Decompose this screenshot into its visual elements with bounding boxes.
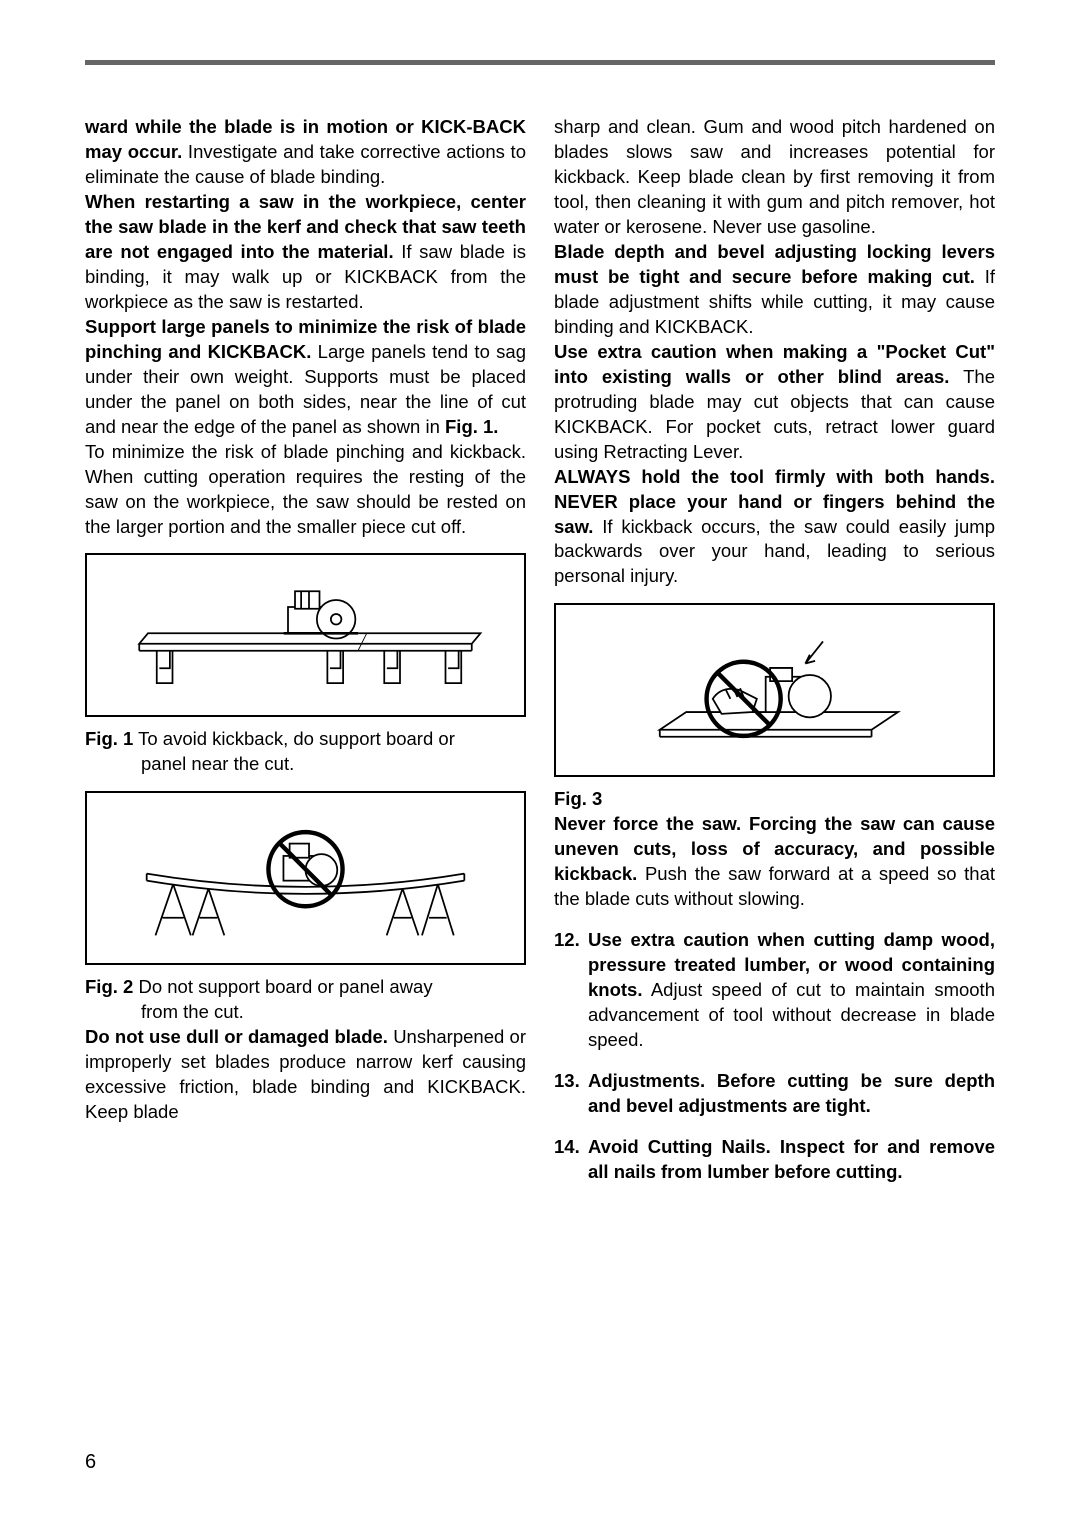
list-body: Use extra caution when cutting damp wood… — [588, 928, 995, 1053]
figure-1-svg — [97, 565, 514, 705]
list-body: Adjustments. Before cutting be sure dept… — [588, 1069, 995, 1119]
body-text: Adjust speed of cut to maintain smooth a… — [588, 979, 995, 1050]
bold-text: Adjustments. Before cutting be sure dept… — [588, 1070, 995, 1116]
figure-2-box — [85, 791, 526, 965]
figure-2-caption: Fig. 2 Do not support board or panel awa… — [85, 975, 526, 1025]
figure-1-box — [85, 553, 526, 717]
list-number: 12. — [554, 928, 582, 1053]
page-number: 6 — [85, 1451, 96, 1474]
fig-text-2: panel near the cut. — [85, 752, 526, 777]
list-item-14: 14. Avoid Cutting Nails. Inspect for and… — [554, 1135, 995, 1185]
bold-text: Avoid Cutting Nails. Inspect for and rem… — [588, 1136, 995, 1182]
fig-label: Fig. 1 — [85, 728, 133, 749]
list-number: 13. — [554, 1069, 582, 1119]
para-sharp-clean: sharp and clean. Gum and wood pitch hard… — [554, 115, 995, 240]
para-kickback-motion: ward while the blade is in motion or KIC… — [85, 115, 526, 190]
bold-text: Use extra caution when making a "Pocket … — [554, 341, 995, 387]
para-restart-saw: When restarting a saw in the workpiece, … — [85, 190, 526, 315]
figure-3-caption: Fig. 3 — [554, 787, 995, 812]
figure-2-svg — [97, 803, 514, 953]
figure-3-svg — [566, 615, 983, 765]
fig-text: Do not support board or panel away — [133, 976, 432, 997]
top-rule — [85, 60, 995, 65]
para-support-panels: Support large panels to minimize the ris… — [85, 315, 526, 440]
fig-text-2: from the cut. — [85, 1000, 526, 1025]
list-body: Avoid Cutting Nails. Inspect for and rem… — [588, 1135, 995, 1185]
content-columns: ward while the blade is in motion or KIC… — [85, 115, 995, 1185]
fig-text: To avoid kickback, do support board or — [133, 728, 455, 749]
list-item-13: 13. Adjustments. Before cutting be sure … — [554, 1069, 995, 1119]
para-dull-blade: Do not use dull or damaged blade. Unshar… — [85, 1025, 526, 1125]
para-hold-firmly: ALWAYS hold the tool firmly with both ha… — [554, 465, 995, 590]
figure-3-box — [554, 603, 995, 777]
para-pocket-cut: Use extra caution when making a "Pocket … — [554, 340, 995, 465]
list-item-12: 12. Use extra caution when cutting damp … — [554, 928, 995, 1053]
bold-text: Blade depth and bevel adjusting locking … — [554, 241, 995, 287]
right-column: sharp and clean. Gum and wood pitch hard… — [554, 115, 995, 1185]
fig-label: Fig. 2 — [85, 976, 133, 997]
para-blade-depth: Blade depth and bevel adjusting locking … — [554, 240, 995, 340]
figure-1-caption: Fig. 1 To avoid kickback, do support boa… — [85, 727, 526, 777]
fig-label: Fig. 3 — [554, 788, 602, 809]
left-column: ward while the blade is in motion or KIC… — [85, 115, 526, 1185]
body-text: If kickback occurs, the saw could easily… — [554, 516, 995, 587]
bold-text: Do not use dull or damaged blade. — [85, 1026, 388, 1047]
para-minimize-risk: To minimize the risk of blade pinching a… — [85, 440, 526, 540]
para-never-force: Never force the saw. Forcing the saw can… — [554, 812, 995, 912]
list-number: 14. — [554, 1135, 582, 1185]
fig-ref: Fig. 1. — [445, 416, 498, 437]
